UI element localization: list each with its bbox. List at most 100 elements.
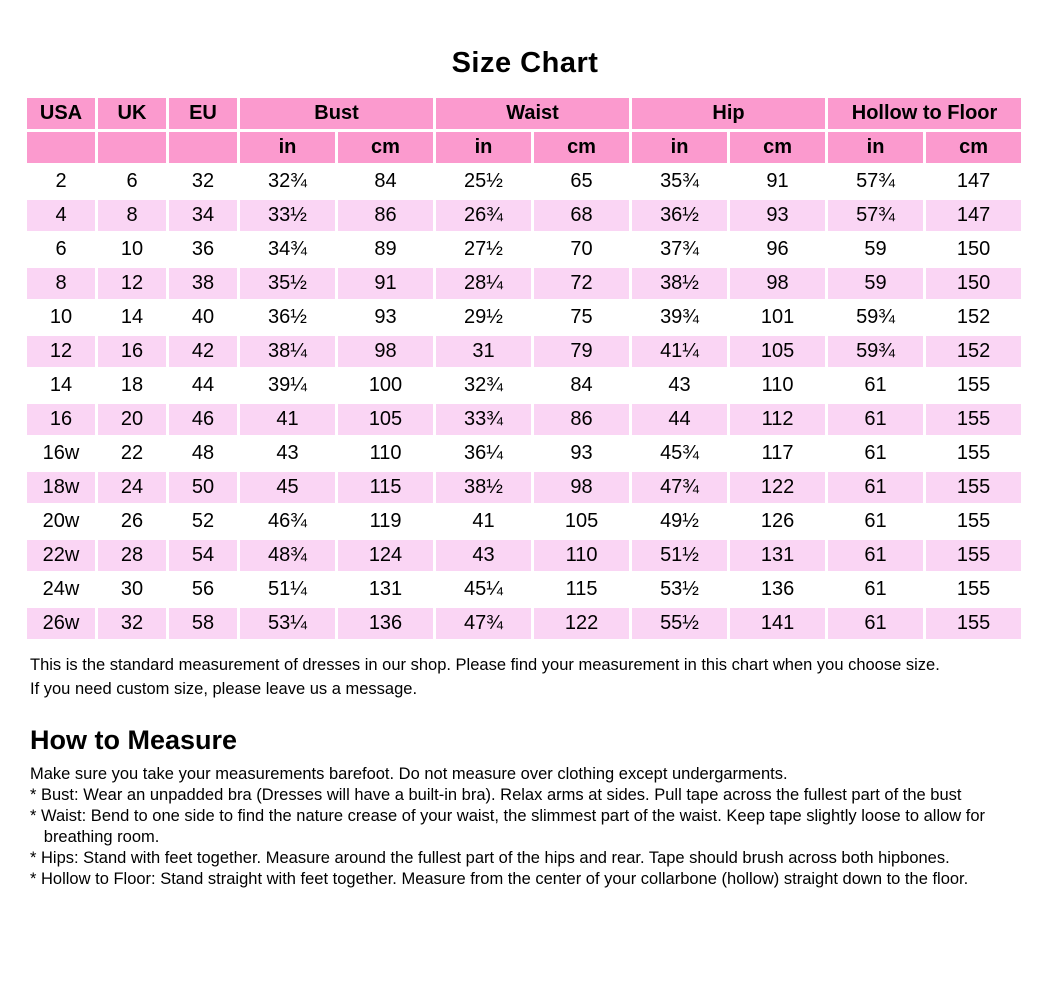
table-cell: 35¾ — [632, 166, 728, 197]
unit-cell-hollow-cm: cm — [926, 132, 1022, 163]
table-cell: 96 — [730, 234, 826, 265]
header-row-groups: USA UK EU Bust Waist Hip Hollow to Floor — [27, 98, 1022, 129]
table-cell: 70 — [534, 234, 630, 265]
col-header-uk: UK — [98, 98, 166, 129]
table-cell: 30 — [98, 574, 166, 605]
table-cell: 46¾ — [240, 506, 335, 537]
table-cell: 150 — [926, 234, 1022, 265]
table-cell: 98 — [534, 472, 630, 503]
table-cell: 32¾ — [240, 166, 335, 197]
note-paragraph: This is the standard measurement of dres… — [30, 653, 1050, 701]
table-cell: 50 — [169, 472, 237, 503]
table-cell: 110 — [730, 370, 826, 401]
page-title: Size Chart — [451, 47, 599, 79]
table-cell: 141 — [730, 608, 826, 639]
table-cell: 16 — [98, 336, 166, 367]
table-cell: 22w — [27, 540, 95, 571]
table-cell: 152 — [926, 336, 1022, 367]
table-cell: 32 — [169, 166, 237, 197]
table-cell: 61 — [828, 574, 924, 605]
unit-cell-empty — [169, 132, 237, 163]
table-cell: 61 — [828, 438, 924, 469]
table-cell: 155 — [926, 540, 1022, 571]
table-cell: 24 — [98, 472, 166, 503]
table-row: 12 16 42 38¼ 98 31 79 41¼ 105 59¾ 152 — [27, 336, 1022, 367]
table-cell: 122 — [534, 608, 630, 639]
table-row: 22w 28 54 48¾ 124 43 110 51½ 131 61 155 — [27, 540, 1022, 571]
table-cell: 93 — [534, 438, 630, 469]
table-cell: 98 — [730, 268, 826, 299]
table-cell: 8 — [27, 268, 95, 299]
table-cell: 147 — [926, 166, 1022, 197]
table-cell: 93 — [730, 200, 826, 231]
table-cell: 105 — [338, 404, 434, 435]
table-cell: 55½ — [632, 608, 728, 639]
instruction-line: * Waist: Bend to one side to find the na… — [30, 807, 986, 825]
table-cell: 155 — [926, 574, 1022, 605]
table-cell: 14 — [27, 370, 95, 401]
instruction-line: * Hollow to Floor: Stand straight with f… — [30, 870, 969, 888]
table-cell: 51¼ — [240, 574, 335, 605]
table-row: 10 14 40 36½ 93 29½ 75 39¾ 101 59¾ 152 — [27, 302, 1022, 333]
table-cell: 105 — [534, 506, 630, 537]
table-cell: 36½ — [240, 302, 335, 333]
table-cell: 119 — [338, 506, 434, 537]
table-cell: 36 — [169, 234, 237, 265]
table-cell: 26 — [98, 506, 166, 537]
table-cell: 28 — [98, 540, 166, 571]
table-cell: 91 — [730, 166, 826, 197]
table-row: 14 18 44 39¼ 100 32¾ 84 43 110 61 155 — [27, 370, 1022, 401]
table-cell: 40 — [169, 302, 237, 333]
table-cell: 122 — [730, 472, 826, 503]
table-cell: 10 — [98, 234, 166, 265]
table-cell: 58 — [169, 608, 237, 639]
table-cell: 33¾ — [436, 404, 532, 435]
table-cell: 12 — [27, 336, 95, 367]
table-cell: 84 — [534, 370, 630, 401]
table-cell: 52 — [169, 506, 237, 537]
table-cell: 79 — [534, 336, 630, 367]
table-cell: 28¼ — [436, 268, 532, 299]
instruction-line: * Bust: Wear an unpadded bra (Dresses wi… — [30, 786, 962, 804]
table-cell: 155 — [926, 608, 1022, 639]
table-cell: 61 — [828, 404, 924, 435]
table-row: 16 20 46 41 105 33¾ 86 44 112 61 155 — [27, 404, 1022, 435]
table-cell: 152 — [926, 302, 1022, 333]
table-cell: 124 — [338, 540, 434, 571]
table-cell: 42 — [169, 336, 237, 367]
table-cell: 136 — [338, 608, 434, 639]
table-cell: 41¼ — [632, 336, 728, 367]
instruction-line: * Hips: Stand with feet together. Measur… — [30, 849, 950, 867]
table-cell: 14 — [98, 302, 166, 333]
table-cell: 155 — [926, 404, 1022, 435]
table-cell: 16w — [27, 438, 95, 469]
table-cell: 37¾ — [632, 234, 728, 265]
table-cell: 59 — [828, 234, 924, 265]
unit-cell-hollow-in: in — [828, 132, 924, 163]
table-row: 4 8 34 33½ 86 26¾ 68 36½ 93 57¾ 147 — [27, 200, 1022, 231]
table-cell: 61 — [828, 506, 924, 537]
unit-cell-empty — [98, 132, 166, 163]
table-cell: 47¾ — [632, 472, 728, 503]
table-cell: 26¾ — [436, 200, 532, 231]
table-cell: 59¾ — [828, 336, 924, 367]
size-table-body: 2 6 32 32¾ 84 25½ 65 35¾ 91 57¾ 147 4 8 34 33½ 86 26¾ 68 3… — [27, 166, 1022, 639]
table-cell: 2 — [27, 166, 95, 197]
table-cell: 61 — [828, 472, 924, 503]
table-cell: 131 — [730, 540, 826, 571]
table-cell: 41 — [240, 404, 335, 435]
table-cell: 41 — [436, 506, 532, 537]
table-cell: 75 — [534, 302, 630, 333]
table-cell: 48 — [169, 438, 237, 469]
table-cell: 43 — [240, 438, 335, 469]
table-cell: 84 — [338, 166, 434, 197]
table-cell: 49½ — [632, 506, 728, 537]
table-cell: 18w — [27, 472, 95, 503]
table-cell: 29½ — [436, 302, 532, 333]
table-cell: 68 — [534, 200, 630, 231]
table-cell: 38½ — [436, 472, 532, 503]
size-chart-table: USA UK EU Bust Waist Hip Hollow to Floor… — [24, 95, 1024, 642]
table-cell: 39¾ — [632, 302, 728, 333]
table-cell: 150 — [926, 268, 1022, 299]
